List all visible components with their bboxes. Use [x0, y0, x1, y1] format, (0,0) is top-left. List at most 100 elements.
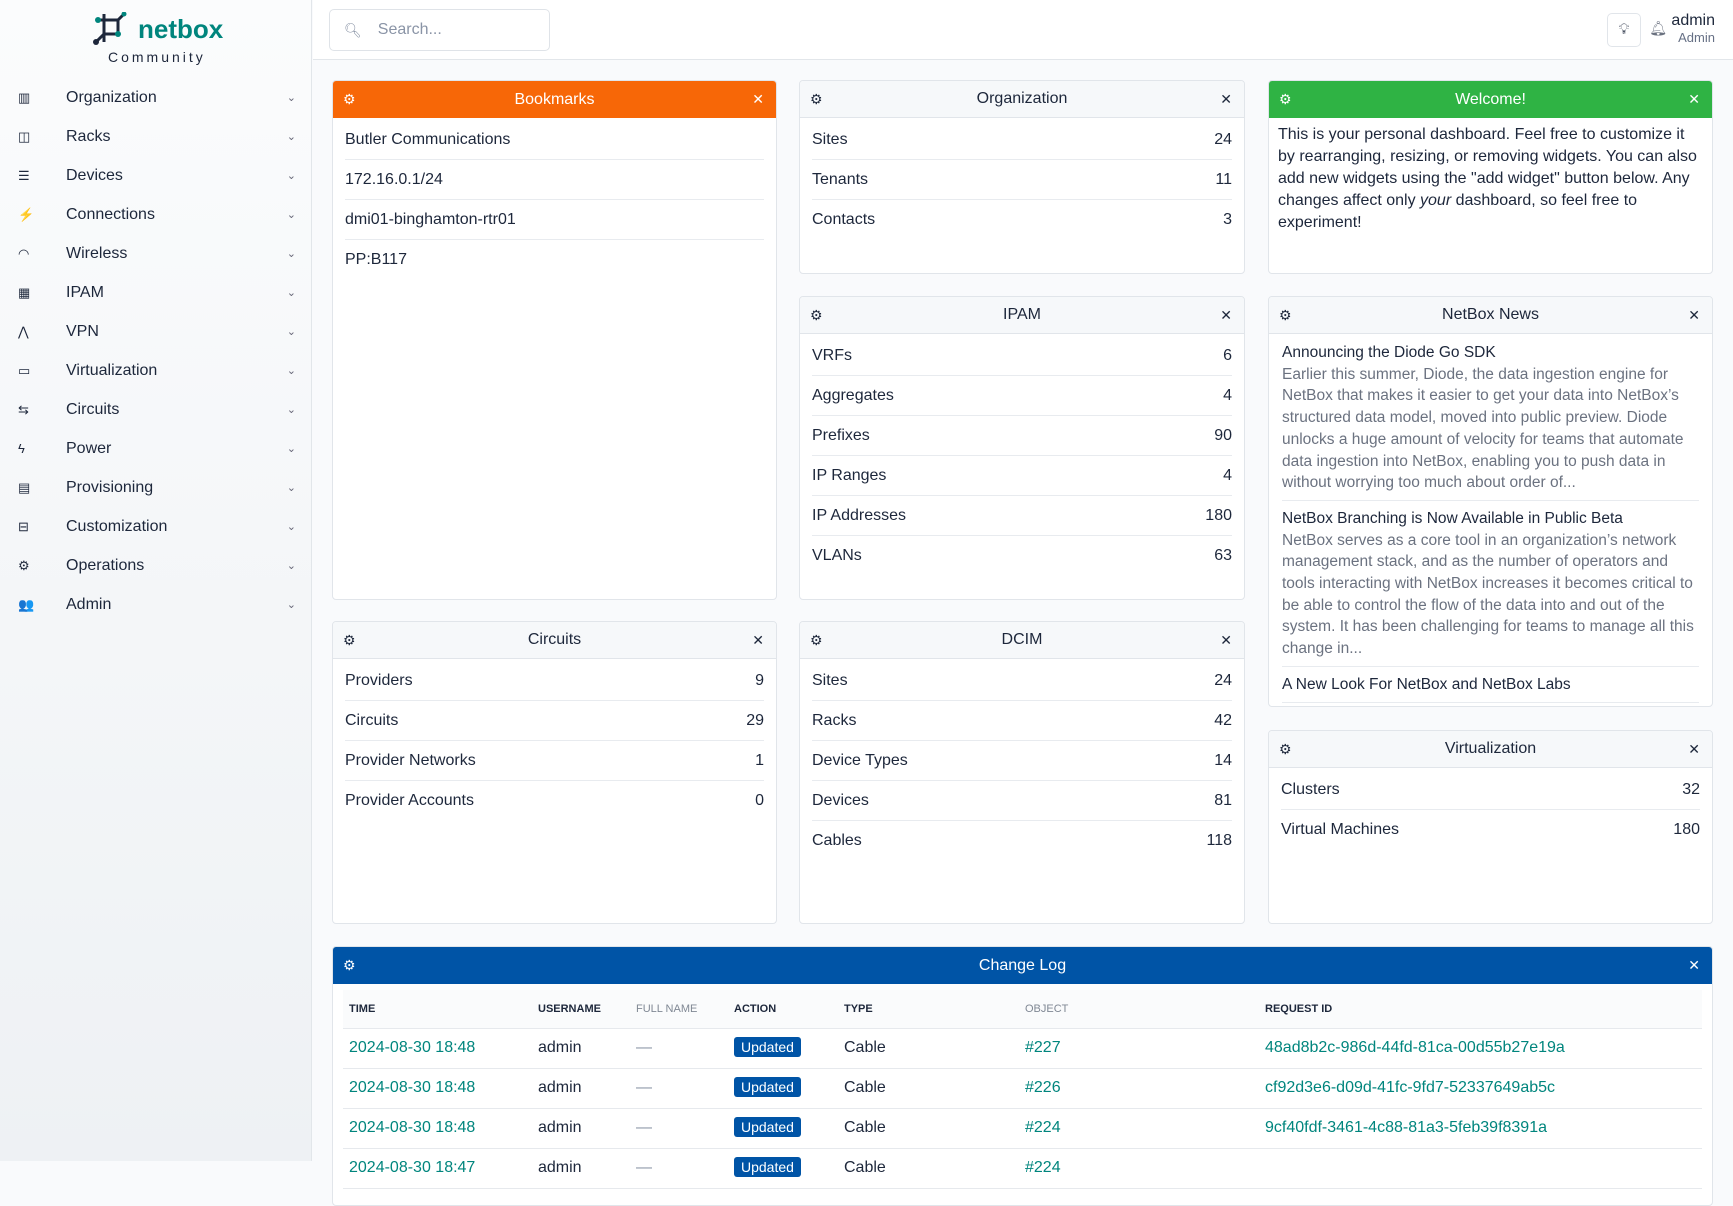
stat-row[interactable]: Tenants 11 — [812, 160, 1232, 200]
stat-label[interactable]: IP Ranges — [812, 466, 887, 484]
netbox-logo[interactable]: netbox Community — [92, 12, 223, 70]
gear-icon[interactable]: ⚙ — [810, 631, 823, 648]
sidebar-item-provisioning[interactable]: ▤ Provisioning ⌄ — [0, 468, 312, 507]
stat-label[interactable]: Aggregates — [812, 386, 894, 404]
widget-header[interactable]: ⚙ Virtualization ✕ — [1269, 731, 1712, 768]
widget-header[interactable]: ⚙ NetBox News ✕ — [1269, 297, 1712, 334]
time-link[interactable]: 2024-08-30 18:47 — [349, 1159, 476, 1176]
stat-label[interactable]: Sites — [812, 130, 848, 148]
close-icon[interactable]: ✕ — [1220, 90, 1232, 107]
sidebar-item-customization[interactable]: ⊟ Customization ⌄ — [0, 507, 312, 546]
stat-label[interactable]: Provider Accounts — [345, 792, 474, 809]
sidebar-item-operations[interactable]: ⚙ Operations ⌄ — [0, 546, 312, 585]
stat-row[interactable]: Prefixes 90 — [812, 416, 1232, 456]
gear-icon[interactable]: ⚙ — [343, 91, 356, 107]
sidebar-item-power[interactable]: ϟ Power ⌄ — [0, 429, 312, 468]
stat-row[interactable]: Virtual Machines 180 — [1281, 810, 1700, 850]
stat-row[interactable]: Clusters 32 — [1281, 770, 1700, 810]
bookmark-label[interactable]: 172.16.0.1/24 — [345, 170, 443, 188]
stat-label[interactable]: Virtual Machines — [1281, 821, 1399, 838]
stat-row[interactable]: VRFs 6 — [812, 336, 1232, 376]
close-icon[interactable]: ✕ — [1688, 740, 1700, 757]
time-link[interactable]: 2024-08-30 18:48 — [349, 1039, 476, 1056]
stat-label[interactable]: Cables — [812, 832, 862, 849]
object-link[interactable]: #227 — [1025, 1039, 1061, 1056]
widget-header[interactable]: ⚙ Bookmarks ✕ — [333, 81, 776, 118]
bookmark-label[interactable]: PP:B117 — [345, 251, 407, 268]
widget-header[interactable]: ⚙ Organization ✕ — [800, 81, 1244, 118]
sidebar-item-admin[interactable]: 👥 Admin ⌄ — [0, 585, 312, 624]
column-header[interactable]: REQUEST ID — [1259, 990, 1702, 1029]
close-icon[interactable]: ✕ — [752, 631, 764, 648]
stat-row[interactable]: Racks 42 — [812, 701, 1232, 741]
news-title[interactable]: A New Look For NetBox and NetBox Labs — [1282, 675, 1571, 693]
stat-row[interactable]: Circuits 29 — [345, 701, 764, 741]
sidebar-item-ipam[interactable]: ▦ IPAM ⌄ — [0, 273, 312, 312]
column-header[interactable]: TYPE — [838, 990, 1019, 1029]
gear-icon[interactable]: ⚙ — [343, 631, 356, 648]
widget-header[interactable]: ⚙ Circuits ✕ — [333, 622, 776, 659]
sidebar-item-organization[interactable]: ▥ Organization ⌄ — [0, 78, 312, 117]
stat-label[interactable]: Devices — [812, 791, 869, 809]
widget-header[interactable]: ⚙ IPAM ✕ — [800, 297, 1244, 334]
stat-label[interactable]: Clusters — [1281, 780, 1340, 798]
stat-label[interactable]: Contacts — [812, 211, 876, 228]
request-id-link[interactable]: 48ad8b2c-986d-44fd-81ca-00d55b27e19a — [1265, 1039, 1565, 1056]
request-id-link[interactable]: 9cf40fdf-3461-4c88-81a3-5feb39f8391a — [1265, 1119, 1547, 1136]
sidebar-item-racks[interactable]: ◫ Racks ⌄ — [0, 117, 312, 156]
news-item[interactable]: Announcing the Diode Go SDK Earlier this … — [1282, 342, 1699, 501]
bookmark-item[interactable]: PP:B117 — [345, 240, 764, 280]
stat-label[interactable]: Providers — [345, 671, 413, 689]
sidebar-item-wireless[interactable]: ◠ Wireless ⌄ — [0, 234, 312, 273]
stat-label[interactable]: Tenants — [812, 170, 869, 188]
stat-row[interactable]: Devices 81 — [812, 781, 1232, 821]
close-icon[interactable]: ✕ — [1688, 91, 1700, 107]
sidebar-item-vpn[interactable]: ⋀ VPN ⌄ — [0, 312, 312, 351]
stat-label[interactable]: Circuits — [345, 711, 399, 729]
stat-row[interactable]: Device Types 14 — [812, 741, 1232, 781]
object-link[interactable]: #224 — [1025, 1119, 1061, 1136]
stat-label[interactable]: Sites — [812, 671, 848, 689]
stat-row[interactable]: IP Addresses 180 — [812, 496, 1232, 536]
column-header[interactable]: USERNAME — [532, 990, 630, 1029]
object-link[interactable]: #226 — [1025, 1079, 1061, 1096]
notifications-bell-icon[interactable]: 🔔︎ — [1649, 20, 1667, 36]
column-header[interactable]: ACTION — [728, 990, 838, 1029]
stat-label[interactable]: Provider Networks — [345, 751, 476, 769]
bookmark-item[interactable]: dmi01-binghamton-rtr01 — [345, 200, 764, 240]
gear-icon[interactable]: ⚙ — [810, 306, 823, 323]
column-header[interactable]: TIME — [343, 990, 532, 1029]
sidebar-item-connections[interactable]: ⚡ Connections ⌄ — [0, 195, 312, 234]
bookmark-item[interactable]: 172.16.0.1/24 — [345, 160, 764, 200]
stat-row[interactable]: Provider Networks 1 — [345, 741, 764, 781]
gear-icon[interactable]: ⚙ — [1279, 740, 1292, 757]
gear-icon[interactable]: ⚙ — [810, 90, 823, 107]
news-item[interactable]: NetBox Branching is Now Available in Pub… — [1282, 508, 1699, 667]
stat-label[interactable]: IP Addresses — [812, 506, 906, 524]
sidebar-item-virtualization[interactable]: ▭ Virtualization ⌄ — [0, 351, 312, 390]
widget-header[interactable]: ⚙ Change Log ✕ — [333, 947, 1712, 984]
stat-label[interactable]: Racks — [812, 711, 857, 729]
stat-label[interactable]: VLANs — [812, 547, 862, 564]
stat-row[interactable]: VLANs 63 — [812, 536, 1232, 576]
gear-icon[interactable]: ⚙ — [1279, 306, 1292, 323]
object-link[interactable]: #224 — [1025, 1159, 1061, 1176]
stat-row[interactable]: Providers 9 — [345, 661, 764, 701]
close-icon[interactable]: ✕ — [1688, 306, 1700, 323]
bookmark-item[interactable]: Butler Communications — [345, 120, 764, 160]
close-icon[interactable]: ✕ — [1220, 306, 1232, 323]
close-icon[interactable]: ✕ — [1688, 957, 1700, 973]
bookmark-label[interactable]: Butler Communications — [345, 130, 511, 148]
stat-label[interactable]: Device Types — [812, 751, 908, 769]
close-icon[interactable]: ✕ — [1220, 631, 1232, 648]
time-link[interactable]: 2024-08-30 18:48 — [349, 1079, 476, 1096]
stat-row[interactable]: Sites 24 — [812, 661, 1232, 701]
stat-row[interactable]: Aggregates 4 — [812, 376, 1232, 416]
sidebar-item-circuits[interactable]: ⇆ Circuits ⌄ — [0, 390, 312, 429]
stat-row[interactable]: Sites 24 — [812, 120, 1232, 160]
sidebar-item-devices[interactable]: ☰ Devices ⌄ — [0, 156, 312, 195]
theme-toggle-button[interactable]: 💡︎ — [1607, 13, 1641, 47]
stat-row[interactable]: Cables 118 — [812, 821, 1232, 861]
bookmark-label[interactable]: dmi01-binghamton-rtr01 — [345, 210, 516, 228]
user-menu[interactable]: admin Admin — [1671, 12, 1715, 45]
